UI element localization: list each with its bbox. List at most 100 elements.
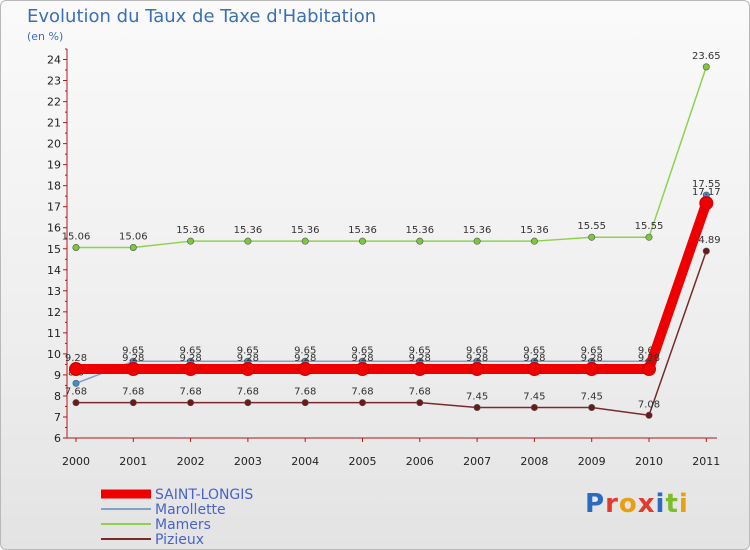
data-point-mamers bbox=[129, 243, 137, 251]
x-tick-label: 2001 bbox=[119, 455, 147, 468]
data-label-mamers: 15.36 bbox=[463, 225, 492, 236]
data-label-pizieux: 7.68 bbox=[179, 387, 201, 398]
data-point-marollette bbox=[72, 379, 80, 387]
y-tick-label: 10 bbox=[47, 348, 61, 361]
data-label-pizieux: 7.68 bbox=[65, 387, 87, 398]
y-tick-label: 11 bbox=[47, 327, 61, 340]
data-point-mamers bbox=[301, 237, 309, 245]
data-label-pizieux: 14.89 bbox=[692, 235, 721, 246]
y-tick-label: 23 bbox=[47, 75, 61, 88]
data-label-marollette: 9.65 bbox=[638, 345, 660, 356]
data-label-saint-longis: 9.28 bbox=[294, 353, 316, 364]
x-tick-label: 2009 bbox=[578, 455, 606, 468]
y-tick-label: 19 bbox=[47, 159, 61, 172]
data-label-saint-longis: 9.28 bbox=[466, 353, 488, 364]
data-label-mamers: 15.55 bbox=[635, 221, 664, 232]
data-point-pizieux bbox=[72, 399, 80, 407]
data-point-saint-longis bbox=[183, 362, 198, 377]
data-label-marollette: 9.65 bbox=[351, 345, 373, 356]
data-label-pizieux: 7.45 bbox=[466, 392, 488, 403]
logo-letter: i bbox=[655, 489, 666, 519]
logo-letter: r bbox=[605, 489, 619, 519]
data-point-mamers bbox=[588, 233, 596, 241]
data-label-pizieux: 7.08 bbox=[638, 399, 660, 410]
data-point-saint-longis bbox=[126, 362, 141, 377]
data-label-marollette: 17.55 bbox=[692, 179, 721, 190]
data-point-pizieux bbox=[645, 411, 653, 419]
data-label-mamers: 15.06 bbox=[119, 231, 148, 242]
data-label-saint-longis: 9.28 bbox=[581, 353, 603, 364]
series-line-mamers bbox=[75, 66, 708, 249]
chart-title: Evolution du Taux de Taxe d'Habitation bbox=[27, 6, 377, 27]
x-tick-label: 2007 bbox=[463, 455, 491, 468]
data-point-pizieux bbox=[187, 399, 195, 407]
data-point-mamers bbox=[702, 63, 710, 71]
data-label-saint-longis: 9.28 bbox=[523, 353, 545, 364]
data-label-saint-longis: 9.28 bbox=[638, 353, 660, 364]
data-point-saint-longis bbox=[69, 362, 83, 377]
proxiti-logo[interactable]: Proxiti bbox=[585, 489, 689, 519]
y-tick-label: 9 bbox=[54, 369, 61, 382]
data-point-saint-longis bbox=[355, 362, 370, 377]
y-tick-label: 6 bbox=[54, 432, 61, 445]
data-label-pizieux: 7.45 bbox=[523, 392, 545, 403]
legend-label-pizieux: Pizieux bbox=[155, 532, 204, 548]
data-label-saint-longis: 9.28 bbox=[179, 353, 201, 364]
data-label-marollette: 9.65 bbox=[179, 345, 201, 356]
data-point-mamers bbox=[645, 233, 653, 241]
y-tick-label: 14 bbox=[47, 264, 61, 277]
data-label-saint-longis: 9.28 bbox=[65, 353, 87, 364]
data-point-pizieux bbox=[244, 399, 252, 407]
x-tick-label: 2010 bbox=[635, 455, 663, 468]
legend-label-mamers: Mamers bbox=[155, 517, 211, 533]
data-label-marollette: 9.65 bbox=[466, 345, 488, 356]
logo-letter: o bbox=[618, 489, 638, 519]
data-label-saint-longis: 9.28 bbox=[351, 353, 373, 364]
data-point-pizieux bbox=[301, 399, 309, 407]
data-point-mamers bbox=[187, 237, 195, 245]
series-line-saint-longis bbox=[71, 198, 712, 375]
data-label-pizieux: 7.68 bbox=[409, 387, 431, 398]
y-tick-label: 16 bbox=[47, 222, 61, 235]
data-label-mamers: 15.36 bbox=[234, 225, 263, 236]
data-point-pizieux bbox=[129, 399, 137, 407]
y-tick-label: 12 bbox=[47, 306, 61, 319]
x-tick-label: 2008 bbox=[520, 455, 548, 468]
x-tick-label: 2004 bbox=[291, 455, 319, 468]
x-tick-label: 2003 bbox=[234, 455, 262, 468]
data-point-saint-longis bbox=[412, 362, 427, 377]
data-point-saint-longis bbox=[584, 362, 599, 377]
data-label-pizieux: 7.45 bbox=[581, 392, 603, 403]
data-label-marollette: 9.65 bbox=[581, 345, 603, 356]
y-tick-label: 8 bbox=[54, 390, 61, 403]
y-tick-label: 20 bbox=[47, 138, 61, 151]
data-label-mamers: 15.36 bbox=[405, 225, 434, 236]
chart-subtitle: (en %) bbox=[27, 30, 64, 43]
data-label-pizieux: 7.68 bbox=[237, 387, 259, 398]
series-line-pizieux bbox=[75, 250, 708, 417]
data-label-saint-longis: 17.17 bbox=[692, 187, 721, 198]
legend-label-saint-longis: SAINT-LONGIS bbox=[155, 487, 253, 503]
data-point-saint-longis bbox=[240, 362, 255, 377]
logo-letter: P bbox=[585, 489, 606, 519]
data-point-saint-longis bbox=[699, 196, 714, 211]
data-label-marollette: 9.65 bbox=[237, 345, 259, 356]
x-tick-label: 2002 bbox=[177, 455, 205, 468]
data-point-mamers bbox=[244, 237, 252, 245]
data-point-saint-longis bbox=[470, 362, 485, 377]
data-label-saint-longis: 9.28 bbox=[122, 353, 144, 364]
data-label-mamers: 23.65 bbox=[692, 51, 721, 62]
data-point-mamers bbox=[530, 237, 538, 245]
y-tick-label: 22 bbox=[47, 96, 61, 109]
data-label-mamers: 15.36 bbox=[520, 225, 549, 236]
data-label-mamers: 15.36 bbox=[291, 225, 320, 236]
data-point-mamers bbox=[358, 237, 366, 245]
data-point-pizieux bbox=[588, 404, 596, 412]
logo-letter: t bbox=[665, 489, 679, 519]
y-tick-label: 18 bbox=[47, 180, 61, 193]
y-tick-label: 17 bbox=[47, 201, 61, 214]
y-tick-label: 7 bbox=[54, 411, 61, 424]
data-label-marollette: 9.65 bbox=[523, 345, 545, 356]
